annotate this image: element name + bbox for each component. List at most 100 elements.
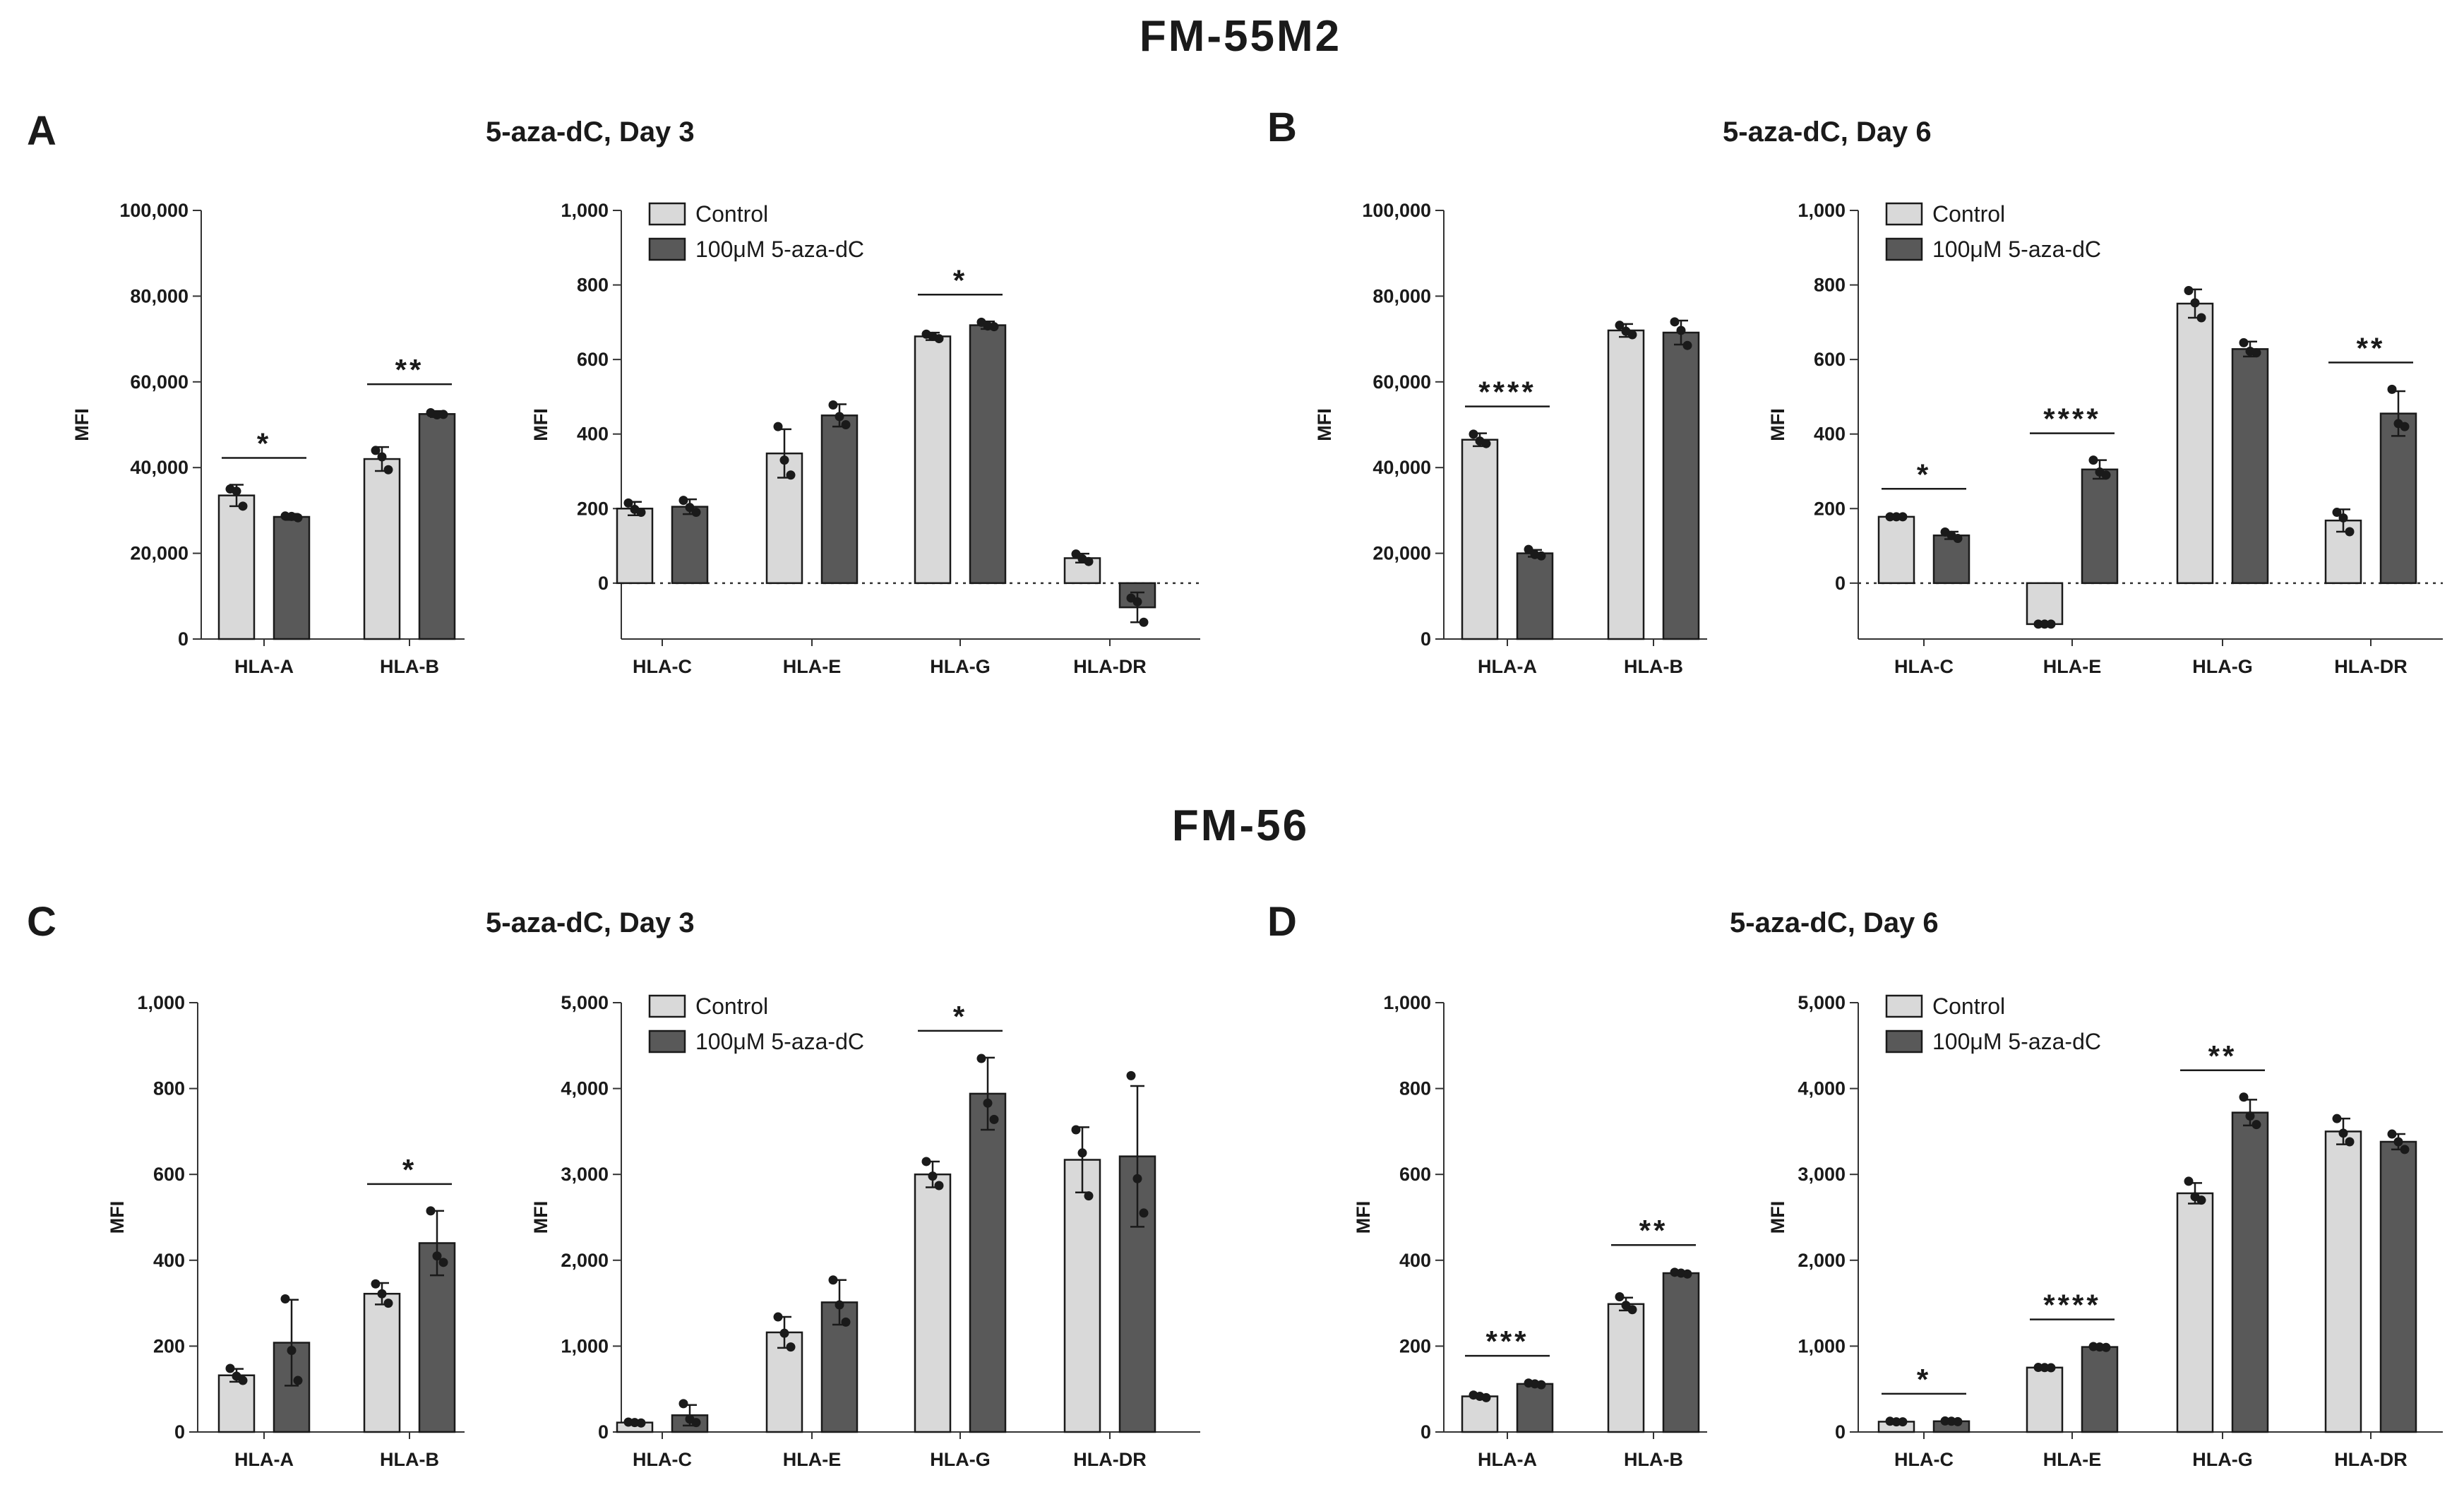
significance-label: * — [953, 1000, 967, 1033]
panel-label-b: B — [1267, 105, 1297, 150]
y-tick-label: 800 — [1399, 1078, 1431, 1099]
data-point — [828, 1275, 838, 1285]
data-point — [1126, 1070, 1136, 1080]
data-point — [2046, 619, 2056, 629]
x-category-label: HLA-DR — [2334, 656, 2407, 677]
bar-control — [2026, 1366, 2064, 1433]
chart-c-hla-c-e-g-dr: 0 1,000 2,000 3,000 4,000 5,000 MFI HLA-C HLA-E H… — [530, 992, 1200, 1470]
data-point — [2245, 1111, 2255, 1121]
panel-label-c: C — [27, 899, 56, 945]
y-tick-label: 400 — [577, 424, 609, 445]
legend-label: Control — [695, 993, 768, 1019]
data-point — [934, 1181, 944, 1190]
bar-control — [363, 1292, 401, 1433]
panel-subtitle-c: 5-aza-dC, Day 3 — [486, 907, 695, 938]
data-point — [2095, 1342, 2105, 1352]
data-point — [2393, 419, 2403, 429]
y-tick-label: 60,000 — [1372, 371, 1431, 393]
x-category-label: HLA-A — [1478, 656, 1537, 677]
data-point — [2040, 619, 2050, 629]
x-category-label: HLA-E — [2043, 656, 2102, 677]
data-point — [1077, 554, 1087, 564]
data-point — [1469, 429, 1478, 439]
data-point — [928, 1171, 938, 1181]
x-category-label: HLA-C — [1894, 1449, 1954, 1470]
y-tick-label: 5,000 — [1798, 992, 1846, 1013]
significance-label: ** — [1639, 1214, 1668, 1247]
bar-control — [1461, 438, 1499, 640]
legend-swatch-control — [648, 994, 686, 1018]
significance-label: ** — [2357, 331, 2386, 364]
bar-treated — [1662, 1272, 1700, 1433]
data-point — [287, 511, 297, 521]
data-point — [2338, 1128, 2348, 1138]
data-point — [1885, 512, 1895, 522]
data-point — [630, 504, 640, 514]
significance-label: ** — [2208, 1039, 2237, 1073]
data-point — [1530, 549, 1540, 559]
y-tick-label: 0 — [1835, 1421, 1846, 1443]
x-category-label: HLA-G — [930, 656, 990, 677]
y-tick-label: 400 — [1814, 424, 1846, 445]
data-point — [2190, 1192, 2200, 1202]
data-point — [1891, 1417, 1901, 1427]
data-point — [841, 420, 851, 429]
data-point — [287, 1345, 297, 1355]
chart-d-hla-c-e-g-dr: 0 1,000 2,000 3,000 4,000 5,000 MFI HLA-C HLA-E H… — [1767, 992, 2443, 1470]
y-tick-label: 1,000 — [1798, 1335, 1846, 1356]
bar-treated — [273, 515, 311, 640]
bar-treated — [418, 413, 456, 640]
y-tick-label: 200 — [577, 498, 609, 519]
data-point — [691, 508, 701, 518]
data-point — [1139, 617, 1149, 627]
legend-label: 100μM 5-aza-dC — [695, 237, 864, 262]
data-point — [232, 487, 241, 496]
legend-swatch-control — [648, 202, 686, 226]
data-point — [983, 1098, 993, 1108]
bar-treated — [2379, 412, 2417, 585]
data-point — [1524, 544, 1533, 554]
data-point — [989, 1114, 999, 1124]
bar-treated — [969, 1092, 1007, 1433]
bar-control — [1607, 329, 1645, 640]
bar-treated — [969, 324, 1007, 585]
bar-control — [2026, 582, 2064, 626]
data-point — [786, 1342, 796, 1352]
bar-treated — [1932, 535, 1970, 585]
data-point — [2345, 527, 2355, 537]
x-category-label: HLA-B — [1624, 1449, 1683, 1470]
data-point — [1071, 549, 1081, 559]
legend-swatch-treated — [648, 237, 686, 261]
data-point — [2251, 1120, 2261, 1130]
panel-label-a: A — [27, 108, 56, 154]
data-point — [280, 1294, 290, 1304]
data-point — [2196, 313, 2206, 323]
data-point — [2184, 285, 2194, 295]
y-axis-label: MFI — [530, 1201, 551, 1234]
y-tick-label: 400 — [153, 1250, 185, 1271]
data-point — [2387, 1129, 2397, 1139]
data-point — [773, 1312, 783, 1322]
y-tick-label: 1,000 — [1798, 200, 1846, 221]
bar-control — [616, 508, 654, 585]
data-point — [2400, 1145, 2410, 1154]
x-category-label: HLA-B — [380, 656, 439, 677]
y-axis-label: MFI — [1767, 408, 1788, 441]
data-point — [835, 412, 844, 422]
y-tick-label: 0 — [1421, 1421, 1431, 1443]
legend-swatch-treated — [648, 1030, 686, 1054]
panel-label-d: D — [1267, 899, 1297, 945]
panel-subtitle-d: 5-aza-dC, Day 6 — [1730, 907, 1939, 938]
y-axis-label: MFI — [530, 408, 551, 441]
y-tick-label: 200 — [1814, 498, 1846, 519]
data-point — [2184, 1176, 2194, 1186]
data-point — [976, 1054, 986, 1063]
data-point — [1132, 597, 1142, 607]
bar-control — [1461, 1395, 1499, 1433]
bar-control — [217, 494, 256, 640]
data-point — [1670, 317, 1680, 327]
data-point — [779, 1328, 789, 1338]
x-category-label: HLA-A — [1478, 1449, 1537, 1470]
y-tick-label: 1,000 — [1383, 992, 1431, 1013]
bar-control — [2176, 302, 2214, 585]
